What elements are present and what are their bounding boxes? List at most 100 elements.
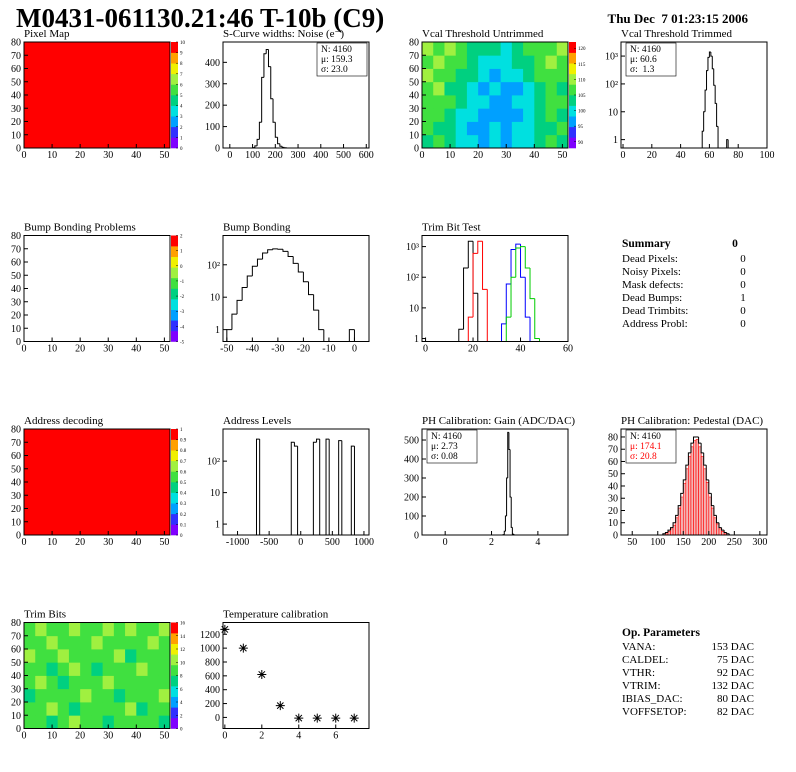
heatmap-cell bbox=[68, 622, 81, 637]
heatmap-cell bbox=[511, 95, 524, 109]
y-tick-label: 1 bbox=[613, 135, 618, 146]
color-scale-band bbox=[171, 429, 178, 440]
color-scale-band bbox=[171, 73, 178, 85]
heatmap-cell bbox=[478, 81, 490, 96]
x-tick-label: 2 bbox=[489, 537, 494, 548]
x-tick-label: 40 bbox=[529, 150, 539, 161]
color-scale-label: 100 bbox=[578, 110, 586, 115]
color-scale-label: -5 bbox=[180, 341, 185, 346]
histogram-bin bbox=[350, 445, 355, 535]
y-tick-label: 70 bbox=[409, 51, 419, 62]
color-scale-band bbox=[569, 137, 576, 149]
color-scale-label: 2 bbox=[180, 714, 183, 719]
y-tick-label: 30 bbox=[11, 297, 21, 308]
histogram-bin bbox=[308, 281, 314, 296]
color-scale-band bbox=[171, 622, 178, 634]
y-tick-label: 10 bbox=[11, 130, 21, 141]
x-tick-label: 300 bbox=[752, 537, 767, 548]
histogram-bin bbox=[520, 244, 526, 278]
y-tick-label: 800 bbox=[205, 657, 220, 668]
x-tick-label: 30 bbox=[103, 150, 113, 161]
heatmap-cell bbox=[68, 715, 81, 729]
histogram-bin bbox=[501, 323, 507, 342]
heatmap-cell bbox=[466, 134, 479, 149]
heatmap-cell bbox=[556, 42, 569, 56]
heatmap-cell bbox=[455, 108, 468, 122]
heatmap-cell bbox=[35, 662, 47, 676]
color-scale-band bbox=[171, 52, 178, 64]
heatmap-cell bbox=[24, 622, 36, 637]
color-scale-label: 4 bbox=[180, 701, 183, 706]
y-tick-label: 1 bbox=[215, 520, 220, 531]
x-tick-label: 10 bbox=[47, 344, 57, 355]
panel-title: Temperature calibration bbox=[223, 609, 329, 621]
histogram-bin bbox=[292, 256, 299, 264]
x-tick-label: 6 bbox=[333, 731, 338, 742]
color-scale-band bbox=[569, 42, 576, 53]
x-tick-label: -40 bbox=[246, 344, 259, 355]
y-tick-label: 80 bbox=[11, 231, 21, 242]
color-scale-label: 95 bbox=[578, 125, 584, 130]
panel-title: Pixel Map bbox=[24, 28, 70, 40]
color-scale-band bbox=[171, 633, 178, 644]
x-tick-label: 50 bbox=[557, 150, 567, 161]
stats-entry: σ: 23.0 bbox=[321, 65, 348, 75]
y-tick-label: 70 bbox=[11, 51, 21, 62]
histogram-bin bbox=[505, 283, 512, 324]
op-value: 75 DAC bbox=[717, 654, 754, 666]
plot-frame bbox=[222, 235, 370, 342]
color-scale-label: 2 bbox=[180, 235, 183, 240]
op-label: VOFFSETOP: bbox=[622, 706, 687, 718]
y-tick-label: 50 bbox=[608, 469, 618, 480]
heatmap-cell bbox=[24, 662, 36, 676]
color-scale-label: 4 bbox=[180, 105, 183, 110]
heatmap-cell bbox=[511, 134, 524, 149]
y-tick-label: 40 bbox=[11, 478, 21, 489]
histogram-bin bbox=[313, 294, 319, 311]
histogram-bin bbox=[721, 527, 725, 531]
y-tick-label: 100 bbox=[404, 512, 419, 523]
heatmap-cell bbox=[158, 662, 171, 676]
y-tick-label: 0 bbox=[16, 724, 21, 735]
summary-count: 0 bbox=[740, 253, 746, 265]
heatmap-cell bbox=[433, 68, 445, 83]
histogram-bin bbox=[272, 98, 276, 123]
heatmap-cell bbox=[24, 429, 171, 536]
panel-title: Address decoding bbox=[24, 415, 104, 427]
color-scale-label: 0 bbox=[180, 147, 183, 152]
color-scale-label: 9 bbox=[180, 52, 183, 57]
x-tick-label: 0 bbox=[298, 537, 303, 548]
histogram-bin bbox=[325, 438, 330, 535]
histogram-bin bbox=[505, 316, 512, 342]
color-scale-band bbox=[171, 320, 178, 332]
stats-box bbox=[625, 429, 677, 464]
histogram-bin bbox=[710, 51, 713, 57]
histogram-bin bbox=[515, 247, 521, 278]
histogram-bin bbox=[713, 68, 716, 86]
histogram-bin bbox=[675, 514, 679, 523]
y-tick-label: 10 bbox=[409, 130, 419, 141]
y-tick-label: 60 bbox=[11, 258, 21, 269]
heatmap-cell bbox=[444, 81, 457, 96]
heatmap-cell bbox=[511, 68, 524, 83]
heatmap-cell bbox=[545, 55, 558, 69]
heatmap-cell bbox=[500, 55, 513, 69]
heatmap-cell bbox=[57, 675, 70, 690]
heatmap-cell bbox=[534, 81, 546, 96]
y-tick-label: 1200 bbox=[200, 630, 220, 641]
summary-label: Address Probl: bbox=[622, 318, 688, 330]
histogram-bin bbox=[467, 240, 474, 269]
y-tick-label: 10² bbox=[406, 273, 419, 284]
heatmap-cell bbox=[433, 81, 445, 96]
y-tick-label: 50 bbox=[11, 77, 21, 88]
histogram-bin bbox=[510, 249, 516, 285]
color-scale-band bbox=[171, 330, 178, 342]
heatmap-cell bbox=[500, 42, 513, 56]
histogram-bin bbox=[290, 441, 295, 535]
histogram-bin bbox=[680, 492, 684, 506]
histogram-bin bbox=[704, 89, 707, 112]
histogram-bin bbox=[267, 49, 271, 68]
op-title: Op. Parameters bbox=[622, 627, 700, 639]
heatmap-cell bbox=[57, 649, 70, 663]
